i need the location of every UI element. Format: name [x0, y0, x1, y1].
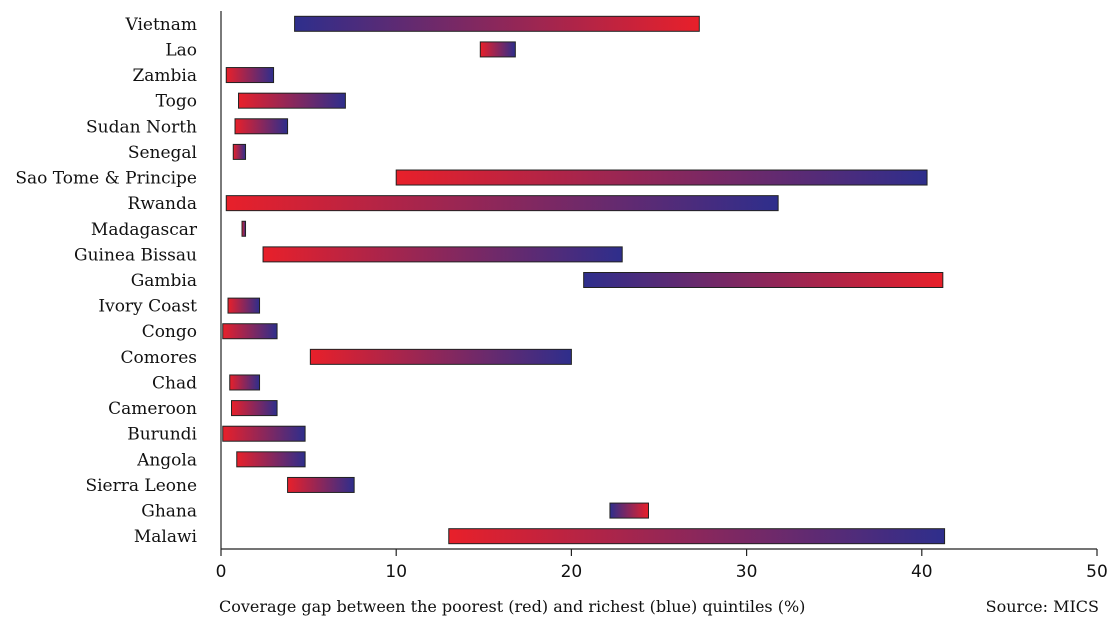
bar-cameroon	[231, 400, 278, 417]
bar-vietnam	[294, 15, 700, 32]
x-tick-label: 50	[1086, 562, 1108, 582]
category-label: Angola	[136, 450, 197, 470]
bar-sierra-leone	[287, 476, 355, 493]
category-label: Ivory Coast	[98, 297, 197, 317]
bar-lao	[479, 41, 516, 58]
category-label: Guinea Bissau	[74, 245, 197, 265]
x-tick-label: 10	[385, 562, 407, 582]
x-tick-label: 40	[911, 562, 933, 582]
category-label: Comores	[120, 348, 197, 368]
x-tick-label: 0	[216, 562, 227, 582]
bar-congo	[222, 323, 278, 340]
bar-zambia	[225, 67, 275, 84]
bar-guinea-bissau	[262, 246, 623, 263]
category-label: Zambia	[132, 66, 197, 86]
bar-sudan-north	[234, 118, 289, 135]
bar-malawi	[448, 528, 946, 545]
x-axis-ticks: 0 10 20 30 40 50	[216, 549, 1108, 582]
category-label: Gambia	[131, 271, 197, 291]
category-label: Cameroon	[108, 399, 197, 419]
category-label: Burundi	[127, 425, 197, 445]
category-label: Vietnam	[124, 15, 197, 35]
bar-angola	[236, 451, 306, 468]
category-label: Sudan North	[86, 117, 197, 137]
category-label: Chad	[152, 373, 197, 393]
category-label: Congo	[142, 322, 197, 342]
bar-ghana	[609, 502, 649, 519]
bar-sao-tome-principe	[395, 169, 928, 186]
category-label: Sierra Leone	[85, 476, 197, 496]
bar-togo	[238, 92, 346, 109]
bar-senegal	[232, 143, 247, 160]
bar-madagascar	[241, 220, 247, 237]
x-axis-label: Coverage gap between the poorest (red) a…	[219, 597, 805, 616]
source-note: Source: MICS	[986, 597, 1099, 616]
bar-ivory-coast	[227, 297, 261, 314]
bar-gambia	[583, 272, 944, 288]
category-label: Rwanda	[128, 194, 197, 214]
category-label: Lao	[165, 40, 197, 60]
category-label: Senegal	[128, 143, 197, 163]
bar-rwanda	[225, 195, 779, 212]
category-label: Malawi	[134, 527, 198, 547]
category-label: Togo	[156, 92, 197, 112]
x-tick-label: 20	[561, 562, 583, 582]
category-label: Ghana	[141, 502, 197, 522]
bar-burundi	[222, 425, 306, 442]
category-labels: Vietnam Lao Zambia Togo Sudan North Senegal Sa…	[15, 15, 198, 547]
bars-group	[222, 15, 946, 545]
bar-chad	[229, 374, 261, 391]
x-tick-label: 30	[736, 562, 758, 582]
category-label: Madagascar	[91, 220, 198, 240]
category-label: Sao Tome & Principe	[15, 169, 197, 189]
bar-comores	[309, 348, 572, 365]
